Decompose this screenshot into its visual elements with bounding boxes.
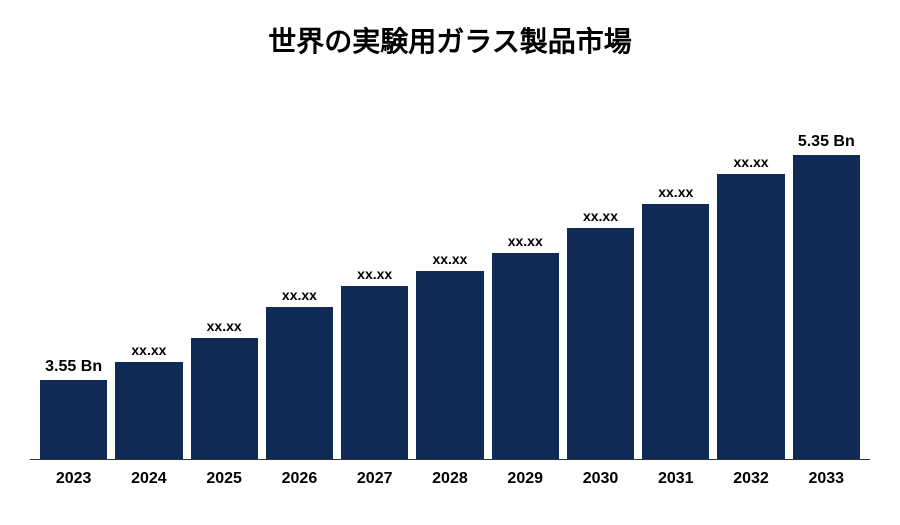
bar [642,204,709,459]
bar [416,271,483,459]
chart-title: 世界の実験用ガラス製品市場 [30,20,870,60]
bar-value-label: xx.xx [508,233,543,249]
bar [341,286,408,459]
bar-group: xx.xx [642,184,709,459]
bar-value-label: xx.xx [583,208,618,224]
x-axis-tick: 2033 [793,470,860,488]
bar-value-label: xx.xx [432,251,467,267]
x-axis-tick: 2026 [266,470,333,488]
bar-value-label: xx.xx [357,266,392,282]
bar-group: 5.35 Bn [793,133,860,459]
x-axis-tick: 2029 [492,470,559,488]
x-axis-tick: 2032 [717,470,784,488]
bar-group: xx.xx [492,233,559,459]
x-axis-tick: 2028 [416,470,483,488]
bar-group: xx.xx [567,208,634,459]
x-axis-tick: 2025 [191,470,258,488]
x-axis-tick: 2023 [40,470,107,488]
bar-value-label: xx.xx [207,318,242,334]
bar-group: 3.55 Bn [40,358,107,459]
bar [40,380,107,459]
bar [793,155,860,459]
bar-value-label: xx.xx [658,184,693,200]
bar [492,253,559,459]
bars-region: 3.55 Bn xx.xx xx.xx xx.xx xx.xx xx.xx xx.xx xx.… [30,90,870,460]
bar-value-label: xx.xx [131,342,166,358]
bar-value-label: 3.55 Bn [45,358,102,376]
bar-group: xx.xx [191,318,258,459]
bar [717,174,784,459]
bar [115,362,182,459]
x-axis-tick: 2027 [341,470,408,488]
bar-group: xx.xx [416,251,483,459]
bar-value-label: xx.xx [282,287,317,303]
bar [266,307,333,459]
x-axis-tick: 2030 [567,470,634,488]
x-axis-tick: 2024 [115,470,182,488]
bar-value-label: xx.xx [734,154,769,170]
x-axis-tick: 2031 [642,470,709,488]
bar [191,338,258,459]
x-axis: 2023 2024 2025 2026 2027 2028 2029 2030 2031 2032… [30,470,870,488]
bar-value-label: 5.35 Bn [798,133,855,151]
bar-group: xx.xx [115,342,182,459]
bar-group: xx.xx [341,266,408,459]
bar-group: xx.xx [266,287,333,459]
plot-area: 3.55 Bn xx.xx xx.xx xx.xx xx.xx xx.xx xx.xx xx.… [30,90,870,460]
chart-container: 世界の実験用ガラス製品市場 3.55 Bn xx.xx xx.xx xx.xx xx.x… [0,0,900,525]
bar [567,228,634,459]
bar-group: xx.xx [717,154,784,459]
